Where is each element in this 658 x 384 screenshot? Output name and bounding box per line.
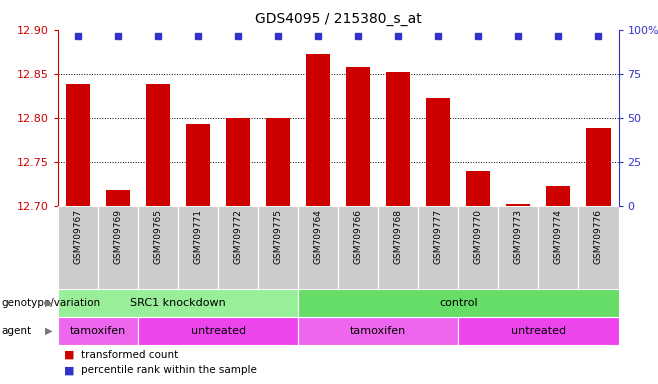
Text: GSM709774: GSM709774: [554, 209, 563, 263]
Bar: [66, 84, 90, 206]
Text: tamoxifen: tamoxifen: [350, 326, 407, 336]
Text: transformed count: transformed count: [81, 350, 178, 360]
Text: GSM709768: GSM709768: [393, 209, 403, 264]
Text: GSM709777: GSM709777: [434, 209, 443, 264]
Text: GSM709770: GSM709770: [474, 209, 483, 264]
Bar: [338, 206, 378, 289]
Bar: [266, 118, 290, 206]
Bar: [507, 204, 530, 206]
Bar: [138, 317, 298, 345]
Text: agent: agent: [1, 326, 32, 336]
Text: untreated: untreated: [191, 326, 245, 336]
Bar: [386, 72, 411, 206]
Text: GSM709775: GSM709775: [274, 209, 283, 264]
Bar: [58, 289, 298, 317]
Text: control: control: [439, 298, 478, 308]
Bar: [218, 206, 258, 289]
Bar: [298, 289, 619, 317]
Text: tamoxifen: tamoxifen: [70, 326, 126, 336]
Bar: [459, 206, 498, 289]
Text: ■: ■: [64, 365, 75, 375]
Text: ▶: ▶: [45, 298, 53, 308]
Bar: [138, 206, 178, 289]
Bar: [426, 98, 450, 206]
Bar: [98, 206, 138, 289]
Bar: [306, 54, 330, 206]
Bar: [146, 84, 170, 206]
Text: untreated: untreated: [511, 326, 566, 336]
Text: GSM709767: GSM709767: [74, 209, 82, 264]
Bar: [586, 129, 611, 206]
Bar: [186, 124, 210, 206]
Text: GSM709765: GSM709765: [153, 209, 163, 264]
Bar: [226, 118, 250, 206]
Bar: [538, 206, 578, 289]
Title: GDS4095 / 215380_s_at: GDS4095 / 215380_s_at: [255, 12, 422, 26]
Text: SRC1 knockdown: SRC1 knockdown: [130, 298, 226, 308]
Bar: [58, 206, 98, 289]
Text: percentile rank within the sample: percentile rank within the sample: [81, 365, 257, 375]
Text: GSM709771: GSM709771: [193, 209, 203, 264]
Text: GSM709766: GSM709766: [354, 209, 363, 264]
Text: ■: ■: [64, 350, 75, 360]
Bar: [467, 171, 490, 206]
Text: GSM709772: GSM709772: [234, 209, 243, 263]
Bar: [346, 67, 370, 206]
Text: ▶: ▶: [45, 326, 53, 336]
Bar: [546, 186, 570, 206]
Text: GSM709764: GSM709764: [314, 209, 322, 263]
Bar: [58, 317, 138, 345]
Text: GSM709769: GSM709769: [113, 209, 122, 264]
Bar: [459, 317, 619, 345]
Bar: [578, 206, 619, 289]
Bar: [378, 206, 418, 289]
Text: genotype/variation: genotype/variation: [1, 298, 101, 308]
Bar: [418, 206, 459, 289]
Bar: [258, 206, 298, 289]
Bar: [298, 206, 338, 289]
Bar: [298, 317, 459, 345]
Text: GSM709773: GSM709773: [514, 209, 523, 264]
Text: GSM709776: GSM709776: [594, 209, 603, 264]
Bar: [498, 206, 538, 289]
Bar: [178, 206, 218, 289]
Bar: [106, 190, 130, 206]
